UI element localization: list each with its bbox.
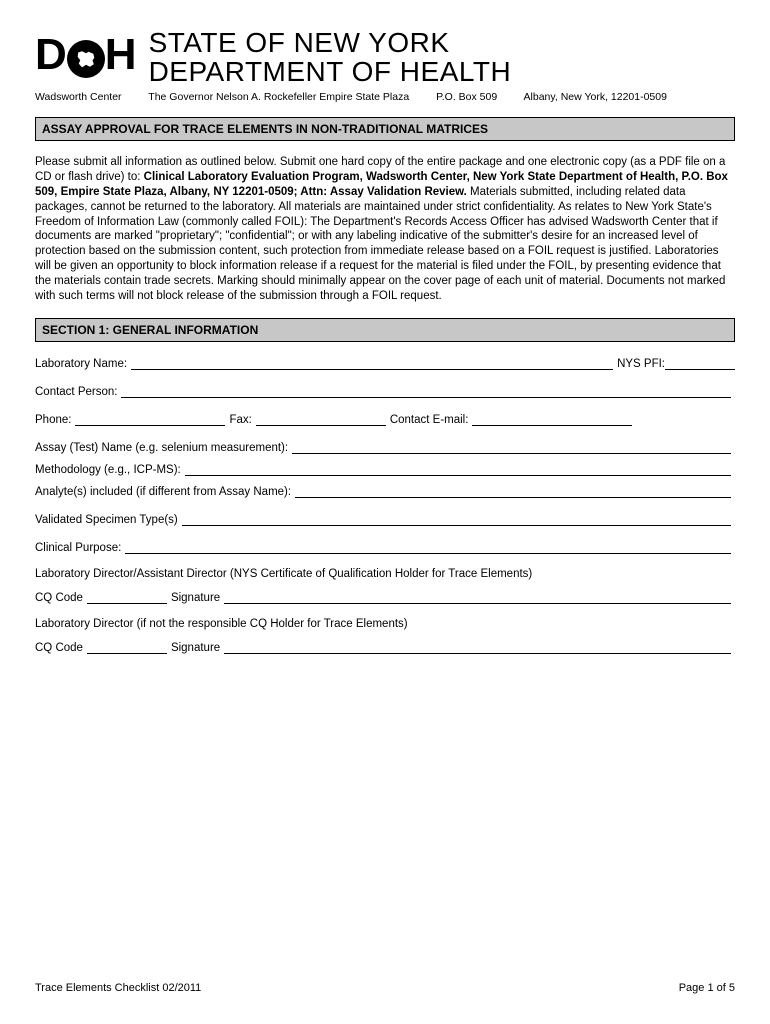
label-signature-2: Signature xyxy=(171,642,220,654)
address-b: The Governor Nelson A. Rockefeller Empir… xyxy=(148,91,409,103)
row-analytes: Analyte(s) included (if different from A… xyxy=(35,484,735,498)
logo-ny-state-icon xyxy=(67,40,105,78)
logo-letter-d: D xyxy=(35,30,65,80)
label-phone: Phone: xyxy=(35,414,71,426)
label-assay: Assay (Test) Name (e.g. selenium measure… xyxy=(35,442,288,454)
row-contact: Contact Person: xyxy=(35,384,735,398)
row-specimen: Validated Specimen Type(s) xyxy=(35,512,735,526)
input-analytes[interactable] xyxy=(295,484,731,498)
address-d: Albany, New York, 12201-0509 xyxy=(524,91,667,103)
label-specimen: Validated Specimen Type(s) xyxy=(35,514,178,526)
input-specimen[interactable] xyxy=(182,512,731,526)
label-methodology: Methodology (e.g., ICP-MS): xyxy=(35,464,181,476)
header: D H STATE OF NEW YORK DEPARTMENT OF HEAL… xyxy=(35,30,735,87)
row-phone-fax-email: Phone: Fax: Contact E-mail: xyxy=(35,412,735,426)
input-lab-name[interactable] xyxy=(131,356,613,370)
label-director2: Laboratory Director (if not the responsi… xyxy=(35,618,408,630)
row-cq2: CQ Code Signature xyxy=(35,640,735,654)
intro-paragraph: Please submit all information as outline… xyxy=(35,155,735,304)
address-c: P.O. Box 509 xyxy=(436,91,497,103)
label-email: Contact E-mail: xyxy=(390,414,469,426)
input-fax[interactable] xyxy=(256,412,386,426)
label-signature-1: Signature xyxy=(171,592,220,604)
row-director1-label: Laboratory Director/Assistant Director (… xyxy=(35,568,735,580)
title-line-1: STATE OF NEW YORK xyxy=(149,28,512,57)
title-line-2: DEPARTMENT OF HEALTH xyxy=(149,57,512,86)
input-methodology[interactable] xyxy=(185,462,731,476)
input-assay[interactable] xyxy=(292,440,731,454)
input-nys-pfi[interactable] xyxy=(665,356,735,370)
input-cq-code-1[interactable] xyxy=(87,590,167,604)
input-cq-code-2[interactable] xyxy=(87,640,167,654)
input-clinical[interactable] xyxy=(125,540,731,554)
input-signature-2[interactable] xyxy=(224,640,731,654)
label-fax: Fax: xyxy=(229,414,251,426)
input-email[interactable] xyxy=(472,412,632,426)
label-cq-code-2: CQ Code xyxy=(35,642,83,654)
label-contact: Contact Person: xyxy=(35,386,117,398)
row-clinical: Clinical Purpose: xyxy=(35,540,735,554)
label-director1: Laboratory Director/Assistant Director (… xyxy=(35,568,532,580)
form-section-1: Laboratory Name: NYS PFI: Contact Person… xyxy=(35,356,735,654)
footer: Trace Elements Checklist 02/2011 Page 1 … xyxy=(35,982,735,994)
section-bar-title: ASSAY APPROVAL FOR TRACE ELEMENTS IN NON… xyxy=(35,117,735,141)
row-methodology: Methodology (e.g., ICP-MS): xyxy=(35,462,735,476)
section-1-bar: SECTION 1: GENERAL INFORMATION xyxy=(35,318,735,342)
label-cq-code-1: CQ Code xyxy=(35,592,83,604)
footer-right: Page 1 of 5 xyxy=(679,982,735,994)
logo-letter-h: H xyxy=(105,30,137,80)
intro-post: Materials submitted, including related d… xyxy=(35,186,725,303)
label-nys-pfi: NYS PFI: xyxy=(617,358,665,370)
address-a: Wadsworth Center xyxy=(35,91,122,103)
input-signature-1[interactable] xyxy=(224,590,731,604)
row-assay: Assay (Test) Name (e.g. selenium measure… xyxy=(35,440,735,454)
label-clinical: Clinical Purpose: xyxy=(35,542,121,554)
row-cq1: CQ Code Signature xyxy=(35,590,735,604)
label-lab-name: Laboratory Name: xyxy=(35,358,127,370)
input-contact[interactable] xyxy=(121,384,731,398)
doh-logo: D H xyxy=(35,30,137,80)
input-phone[interactable] xyxy=(75,412,225,426)
row-director2-label: Laboratory Director (if not the responsi… xyxy=(35,618,735,630)
header-titles: STATE OF NEW YORK DEPARTMENT OF HEALTH xyxy=(149,28,512,87)
footer-left: Trace Elements Checklist 02/2011 xyxy=(35,982,201,994)
label-analytes: Analyte(s) included (if different from A… xyxy=(35,486,291,498)
row-lab-name: Laboratory Name: NYS PFI: xyxy=(35,356,735,370)
address-line: Wadsworth Center The Governor Nelson A. … xyxy=(35,91,735,103)
